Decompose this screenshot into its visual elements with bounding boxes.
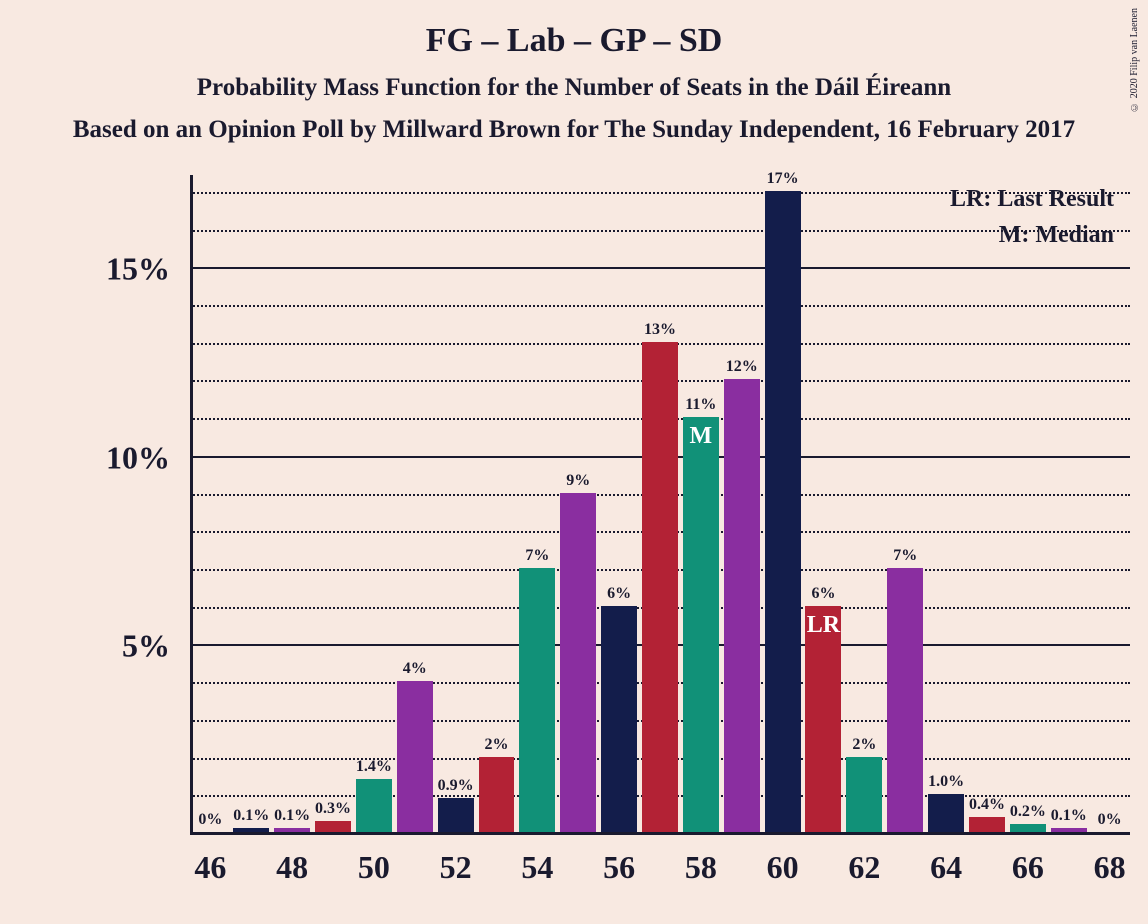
bar: [233, 828, 269, 832]
x-axis: [190, 832, 1130, 835]
bar-value-label: 2%: [485, 736, 509, 754]
bar: [601, 606, 637, 832]
bar-value-label: 0.2%: [1010, 803, 1046, 821]
bar-value-label: 12%: [726, 358, 758, 376]
bar-value-label: 17%: [767, 170, 799, 188]
y-tick-label: 5%: [122, 628, 170, 665]
bar-value-label: 0.4%: [969, 796, 1005, 814]
x-tick-label: 50: [358, 849, 390, 886]
bar: [1051, 828, 1087, 832]
x-tick-label: 62: [848, 849, 880, 886]
copyright-label: © 2020 Filip van Laenen: [1129, 8, 1140, 112]
legend-lr: LR: Last Result: [950, 181, 1114, 217]
bar: [969, 817, 1005, 832]
x-tick-label: 46: [194, 849, 226, 886]
gridline: [190, 230, 1130, 232]
bar: [315, 821, 351, 832]
chart-title: FG – Lab – GP – SD: [0, 0, 1148, 60]
bar: [356, 779, 392, 832]
x-tick-label: 48: [276, 849, 308, 886]
bar: [274, 828, 310, 832]
bar-value-label: 7%: [525, 547, 549, 565]
y-tick-label: 15%: [106, 251, 170, 288]
bar: [1010, 824, 1046, 832]
gridline: [190, 305, 1130, 307]
bar: [683, 417, 719, 832]
x-tick-label: 68: [1094, 849, 1126, 886]
bar: [438, 798, 474, 832]
bar-value-label: 0.1%: [274, 807, 310, 825]
chart-subtitle-2: Based on an Opinion Poll by Millward Bro…: [0, 102, 1148, 144]
bar-value-label: 0%: [198, 811, 222, 829]
bar-value-label: 4%: [403, 660, 427, 678]
bar-annotation: LR: [807, 612, 840, 639]
bar-value-label: 9%: [566, 472, 590, 490]
bar: [397, 681, 433, 832]
bar: [479, 757, 515, 832]
x-tick-label: 56: [603, 849, 635, 886]
bar: [805, 606, 841, 832]
bar-value-label: 0.9%: [438, 777, 474, 795]
bar-value-label: 6%: [811, 585, 835, 603]
bar-value-label: 1.4%: [356, 758, 392, 776]
chart-plot-area: LR: Last Result M: Median 5%10%15%464850…: [190, 175, 1130, 835]
bar-value-label: 0%: [1098, 811, 1122, 829]
bar-value-label: 11%: [685, 396, 716, 414]
y-axis: [190, 175, 193, 835]
gridline: [190, 192, 1130, 194]
bar: [928, 794, 964, 832]
bar-value-label: 0.3%: [315, 800, 351, 818]
gridline: [190, 267, 1130, 269]
bar-value-label: 1.0%: [928, 773, 964, 791]
bar: [887, 568, 923, 832]
x-tick-label: 58: [685, 849, 717, 886]
bar: [519, 568, 555, 832]
y-tick-label: 10%: [106, 439, 170, 476]
x-tick-label: 66: [1012, 849, 1044, 886]
x-tick-label: 64: [930, 849, 962, 886]
legend-m: M: Median: [950, 217, 1114, 253]
bar: [724, 379, 760, 832]
bar-value-label: 0.1%: [233, 807, 269, 825]
bar-value-label: 2%: [852, 736, 876, 754]
x-tick-label: 52: [440, 849, 472, 886]
bar: [560, 493, 596, 832]
bar-annotation: M: [690, 423, 713, 450]
x-tick-label: 60: [767, 849, 799, 886]
bar-value-label: 13%: [644, 321, 676, 339]
bar-value-label: 6%: [607, 585, 631, 603]
x-tick-label: 54: [521, 849, 553, 886]
bar: [765, 191, 801, 832]
bar: [642, 342, 678, 832]
bar: [846, 757, 882, 832]
bar-value-label: 7%: [893, 547, 917, 565]
chart-subtitle: Probability Mass Function for the Number…: [0, 60, 1148, 102]
bar-value-label: 0.1%: [1051, 807, 1087, 825]
